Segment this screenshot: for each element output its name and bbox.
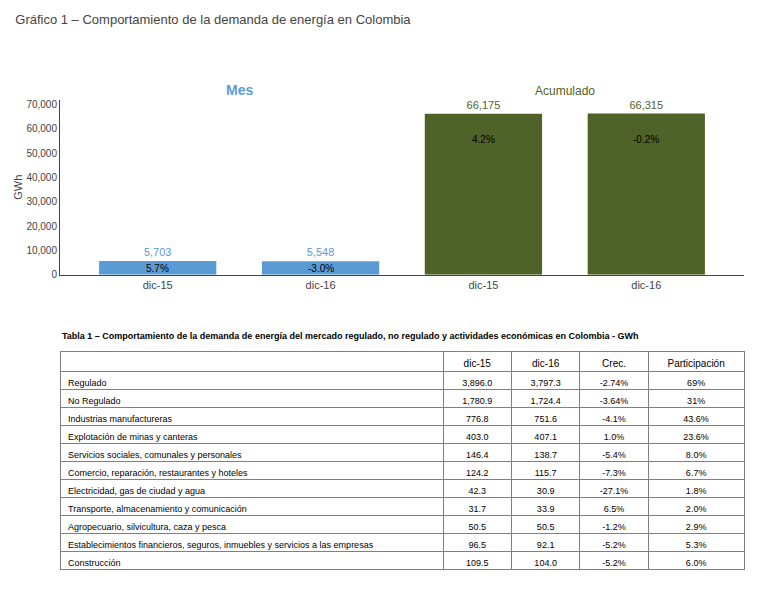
- svg-text:-5.2%: -5.2%: [602, 540, 626, 550]
- svg-text:-1.2%: -1.2%: [602, 522, 626, 532]
- svg-text:2.0%: 2.0%: [686, 504, 707, 514]
- svg-text:Explotación de minas y cantera: Explotación de minas y canteras: [68, 432, 198, 442]
- svg-text:Tabla 1 – Comportamiento de la: Tabla 1 – Comportamiento de la demanda d…: [62, 331, 638, 341]
- svg-text:dic-16: dic-16: [532, 358, 560, 369]
- svg-text:96.5: 96.5: [468, 540, 486, 550]
- svg-text:23.6%: 23.6%: [683, 432, 709, 442]
- svg-text:5.7%: 5.7%: [146, 263, 169, 274]
- svg-text:92.1: 92.1: [537, 540, 555, 550]
- svg-text:6.7%: 6.7%: [686, 468, 707, 478]
- svg-text:33.9: 33.9: [537, 504, 555, 514]
- svg-text:-27.1%: -27.1%: [600, 486, 629, 496]
- svg-text:403.0: 403.0: [466, 432, 489, 442]
- svg-text:115.7: 115.7: [535, 468, 557, 478]
- svg-text:0: 0: [51, 269, 57, 280]
- svg-text:70,000: 70,000: [26, 99, 57, 110]
- svg-text:3,896.0: 3,896.0: [462, 378, 492, 388]
- svg-text:Servicios sociales, comunales: Servicios sociales, comunales y personal…: [68, 450, 242, 460]
- svg-text:-5.2%: -5.2%: [602, 558, 626, 568]
- svg-text:50,000: 50,000: [26, 148, 57, 159]
- svg-text:dic-15: dic-15: [464, 358, 492, 369]
- svg-text:124.2: 124.2: [466, 468, 489, 478]
- svg-text:Regulado: Regulado: [68, 378, 107, 388]
- svg-text:GWh: GWh: [12, 175, 24, 200]
- svg-text:42.3: 42.3: [468, 486, 486, 496]
- svg-text:Transporte, almacenamiento y c: Transporte, almacenamiento y comunicació…: [68, 504, 247, 514]
- svg-text:Industrias manufactureras: Industrias manufactureras: [68, 414, 173, 424]
- svg-text:Agropecuario, silvicultura, ca: Agropecuario, silvicultura, caza y pesca: [68, 522, 226, 532]
- svg-text:5,548: 5,548: [307, 246, 335, 258]
- svg-text:4.2%: 4.2%: [472, 134, 495, 145]
- svg-text:2.9%: 2.9%: [686, 522, 707, 532]
- svg-text:Construcción: Construcción: [68, 558, 121, 568]
- svg-text:dic-15: dic-15: [468, 279, 498, 291]
- svg-text:30,000: 30,000: [26, 196, 57, 207]
- svg-text:Electricidad, gas de ciudad y: Electricidad, gas de ciudad y agua: [68, 486, 205, 496]
- svg-text:50.5: 50.5: [468, 522, 486, 532]
- svg-text:104.0: 104.0: [534, 558, 557, 568]
- svg-text:1,780.9: 1,780.9: [462, 396, 492, 406]
- svg-text:60,000: 60,000: [26, 123, 57, 134]
- svg-text:Crec.: Crec.: [602, 358, 626, 369]
- svg-text:Mes: Mes: [226, 82, 253, 98]
- svg-text:-5.4%: -5.4%: [602, 450, 626, 460]
- svg-text:8.0%: 8.0%: [686, 450, 707, 460]
- svg-text:146.4: 146.4: [466, 450, 489, 460]
- svg-text:1.0%: 1.0%: [604, 432, 625, 442]
- svg-text:20,000: 20,000: [26, 221, 57, 232]
- svg-text:66,175: 66,175: [467, 99, 501, 111]
- svg-text:50.5: 50.5: [537, 522, 555, 532]
- svg-text:1.8%: 1.8%: [686, 486, 707, 496]
- svg-text:66,315: 66,315: [629, 99, 663, 111]
- svg-text:5,703: 5,703: [144, 246, 172, 258]
- svg-text:751.6: 751.6: [534, 414, 557, 424]
- svg-text:dic-16: dic-16: [306, 279, 336, 291]
- svg-text:-7.3%: -7.3%: [602, 468, 626, 478]
- svg-text:69%: 69%: [687, 378, 705, 388]
- svg-text:3,797.3: 3,797.3: [531, 378, 561, 388]
- svg-text:30.9: 30.9: [537, 486, 555, 496]
- svg-text:Comercio, reparación, restaura: Comercio, reparación, restaurantes y hot…: [68, 468, 248, 478]
- svg-text:1,724.4: 1,724.4: [531, 396, 561, 406]
- svg-text:Acumulado: Acumulado: [535, 84, 595, 98]
- svg-text:dic-15: dic-15: [143, 279, 173, 291]
- svg-text:407.1: 407.1: [534, 432, 557, 442]
- svg-text:5.3%: 5.3%: [686, 540, 707, 550]
- svg-text:138.7: 138.7: [534, 450, 557, 460]
- svg-text:-0.2%: -0.2%: [633, 134, 659, 145]
- svg-text:6.5%: 6.5%: [604, 504, 625, 514]
- svg-text:6.0%: 6.0%: [686, 558, 707, 568]
- svg-text:No Regulado: No Regulado: [68, 396, 121, 406]
- svg-text:31%: 31%: [687, 396, 705, 406]
- svg-text:-4.1%: -4.1%: [602, 414, 626, 424]
- svg-text:109.5: 109.5: [466, 558, 489, 568]
- svg-text:dic-16: dic-16: [631, 279, 661, 291]
- svg-text:-3.0%: -3.0%: [308, 263, 334, 274]
- svg-text:43.6%: 43.6%: [683, 414, 709, 424]
- svg-text:Establecimientos financieros,: Establecimientos financieros, seguros, i…: [68, 540, 374, 550]
- svg-text:-3.64%: -3.64%: [600, 396, 629, 406]
- svg-text:40,000: 40,000: [26, 172, 57, 183]
- svg-text:31.7: 31.7: [468, 504, 486, 514]
- svg-text:Participación: Participación: [667, 358, 724, 369]
- svg-text:776.8: 776.8: [466, 414, 489, 424]
- svg-text:-2.74%: -2.74%: [600, 378, 629, 388]
- svg-text:10,000: 10,000: [26, 245, 57, 256]
- svg-text:Gráfico 1 – Comportamiento de: Gráfico 1 – Comportamiento de la demanda…: [15, 12, 411, 27]
